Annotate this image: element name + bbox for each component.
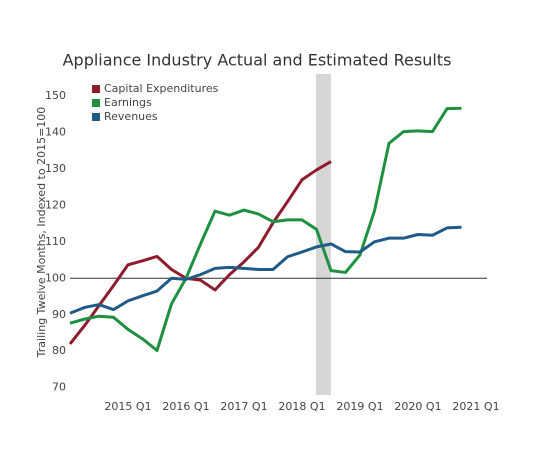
y-tick-label: 110 (45, 235, 66, 248)
y-tick-label: 90 (52, 308, 66, 321)
y-tick-label: 130 (45, 162, 66, 175)
line (69, 225, 462, 315)
x-tick-label: 2021 Q1 (452, 400, 499, 413)
y-tick-label: 140 (45, 125, 66, 138)
y-tick-label: 150 (45, 89, 66, 102)
x-tick-label: 2017 Q1 (220, 400, 267, 413)
y-tick-label: 100 (45, 271, 66, 284)
legend-swatch (92, 85, 100, 93)
chart-title: Appliance Industry Actual and Estimated … (63, 51, 452, 70)
line (69, 106, 462, 352)
estimate-shade (316, 74, 331, 395)
y-tick-label: 120 (45, 198, 66, 211)
y-tick-label: 70 (52, 381, 66, 394)
legend-label: Revenues (104, 110, 158, 123)
x-tick-label: 2015 Q1 (104, 400, 151, 413)
legend-label: Earnings (104, 96, 152, 109)
x-tick-label: 2020 Q1 (394, 400, 441, 413)
legend-label: Capital Expenditures (104, 82, 219, 95)
x-tick-label: 2019 Q1 (336, 400, 383, 413)
y-tick-label: 80 (52, 344, 66, 357)
x-tick-label: 2018 Q1 (278, 400, 325, 413)
line (68, 160, 332, 345)
legend-swatch (92, 99, 100, 107)
y-axis-label: Trailing Twelve Months, Indexed to 2015=… (35, 107, 48, 359)
x-tick-label: 2016 Q1 (162, 400, 209, 413)
legend-swatch (92, 113, 100, 121)
